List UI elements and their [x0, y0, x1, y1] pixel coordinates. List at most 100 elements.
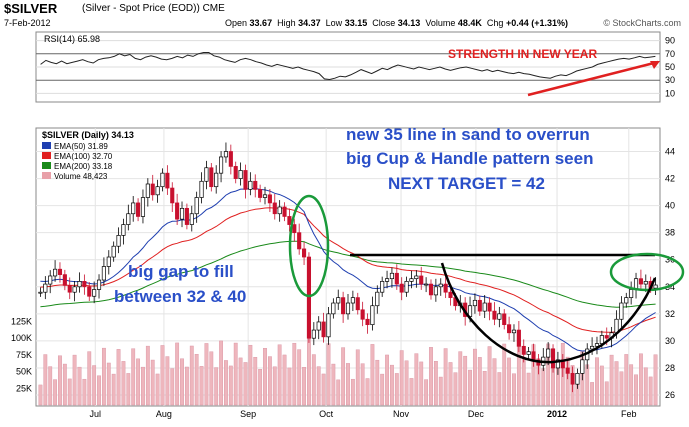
volume-tick-label: 125K [11, 316, 32, 326]
candle [238, 162, 243, 186]
candle-body [443, 283, 448, 293]
volume-bar [184, 366, 189, 406]
candle-body [38, 291, 43, 294]
candle-body [487, 302, 492, 312]
candle-body [643, 281, 648, 285]
volume-bar [267, 356, 272, 406]
volume-bar [62, 363, 67, 406]
volume-bar [346, 363, 350, 406]
candle [424, 277, 429, 293]
candle [243, 164, 248, 199]
legend-volume: Volume 48,423 [54, 172, 108, 181]
volume-bar [639, 353, 643, 406]
candle [136, 198, 141, 222]
volume-bar [253, 357, 258, 406]
volume-bar [443, 348, 448, 406]
volume-bar [326, 343, 331, 406]
volume-bar [414, 353, 419, 406]
candle [472, 293, 477, 314]
volume-bar [429, 347, 433, 406]
candle [96, 274, 102, 299]
volume-bar [448, 362, 453, 406]
legend-swatch-ema50 [42, 142, 51, 149]
candle [321, 312, 326, 343]
candle [326, 306, 331, 345]
candle [355, 292, 360, 315]
volume-bar [219, 340, 223, 406]
volume-bar [394, 373, 399, 406]
candle-body [262, 194, 268, 198]
candle-body [638, 278, 643, 285]
candle [365, 313, 370, 334]
volume-bar [145, 345, 150, 406]
candle [389, 267, 394, 288]
watermark: © StockCharts.com [603, 18, 681, 28]
candle-body [253, 180, 258, 190]
candle [555, 351, 560, 375]
candle [384, 270, 390, 289]
candle [131, 196, 136, 222]
candle [570, 366, 575, 393]
legend-swatch-ema200 [42, 162, 51, 169]
candle-body [624, 297, 629, 304]
candle [48, 270, 53, 294]
volume-bar [595, 357, 599, 406]
legend-ema100: EMA(100) 32.70 [54, 152, 113, 161]
candle [67, 277, 72, 300]
candle-body [355, 297, 360, 311]
candle-body [131, 202, 136, 215]
handle-ellipse [609, 252, 685, 292]
candle-body [360, 309, 365, 320]
candle-body [448, 291, 453, 298]
candles [38, 142, 658, 393]
candle [248, 172, 253, 196]
candle [101, 257, 106, 286]
volume-bar [82, 378, 87, 406]
candle-body [121, 224, 126, 236]
candle-body [223, 151, 229, 158]
x-axis-ticks: Jul Aug Sep Oct Nov Dec 2012 Feb [90, 409, 637, 419]
candle [82, 274, 87, 295]
volume-bar [116, 349, 121, 406]
candle [145, 178, 150, 207]
candle [360, 301, 365, 327]
candle [316, 316, 321, 340]
volume-bar [604, 381, 609, 406]
volume-bar [77, 366, 82, 406]
candle-body [594, 343, 600, 347]
volume-bar [409, 378, 414, 406]
candle [350, 290, 355, 312]
volume-bar [97, 375, 101, 406]
candle [155, 179, 160, 203]
month-label: 2012 [547, 409, 567, 419]
candle [72, 280, 77, 302]
rsi-annotation: STRENGTH IN NEW YEAR [448, 47, 597, 61]
volume-bar [228, 365, 233, 406]
volume-bar [321, 373, 326, 406]
candle [199, 172, 204, 204]
volume-bar [629, 364, 634, 406]
volume-bar [194, 354, 199, 406]
price-tick-label: 36 [665, 255, 675, 265]
rsi-legend: RSI(14) 65.98 [44, 34, 100, 44]
candle-body [424, 283, 429, 286]
candle-body [228, 151, 233, 167]
gap-annotation-2: between 32 & 40 [114, 287, 246, 306]
candle-body [292, 224, 297, 234]
volume-bar [38, 384, 43, 406]
candle [341, 291, 346, 323]
rsi-line [40, 52, 656, 81]
candle-body [380, 281, 385, 293]
volume-bar [165, 356, 170, 406]
candle [482, 295, 487, 319]
candle-body [297, 232, 302, 250]
volume-bar [331, 363, 336, 406]
volume-bar [204, 343, 209, 406]
ohlc-readout: Open 33.67 High 34.37 Low 33.15 Close 34… [225, 18, 568, 28]
candle [507, 316, 512, 340]
candle-body [526, 351, 531, 355]
volume-bar [292, 342, 297, 406]
candle [140, 189, 146, 224]
candle-body [384, 278, 390, 282]
volume-bar [263, 348, 267, 406]
